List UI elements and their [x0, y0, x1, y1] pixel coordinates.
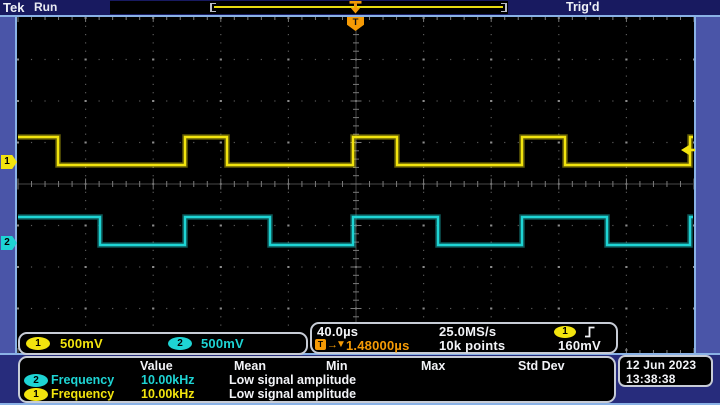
acquisition-status: Run: [34, 0, 58, 14]
measurement-value: 10.00kHz: [141, 372, 195, 387]
vertical-scale-readout[interactable]: 1 500mV 2 500mV: [18, 332, 308, 355]
channel-1-badge: 1: [26, 337, 50, 350]
channel-2-badge: 2: [24, 374, 48, 387]
record-length: 10k points: [439, 337, 506, 353]
time-value: 13:38:38: [626, 372, 676, 386]
trigger-status: Trig'd: [566, 0, 600, 14]
trigger-source-badge: 1: [554, 326, 576, 338]
channel-1-scale: 500mV: [60, 336, 103, 351]
waveform-display: [17, 17, 695, 353]
trigger-delay-icon: T: [315, 339, 326, 350]
record-bracket-right-icon: [501, 3, 507, 12]
time-per-div: 40.0µs: [317, 324, 359, 339]
datetime-readout[interactable]: 12 Jun 2023 13:38:38: [618, 355, 713, 387]
sample-rate: 25.0MS/s: [439, 324, 497, 339]
channel-2-reference-marker[interactable]: 2: [1, 236, 17, 250]
graticule-and-waveforms: [17, 17, 695, 353]
channel-2-badge: 2: [168, 337, 192, 350]
rising-edge-slope-icon: [585, 326, 595, 338]
horizontal-trigger-readout[interactable]: 40.0µs 25.0MS/s 1 T → ▼ 1.48000µs 10k po…: [310, 322, 618, 354]
trigger-level-value: 160mV: [558, 337, 601, 353]
date-value: 12 Jun 2023: [626, 358, 697, 372]
measurement-note: Low signal amplitude: [229, 386, 357, 401]
trigger-position-flag[interactable]: T: [347, 17, 364, 31]
channel-1-reference-marker[interactable]: 1: [1, 155, 17, 169]
tek-logo: Tek: [3, 0, 25, 15]
record-window-line: [214, 6, 503, 8]
display-margin-left: [0, 17, 15, 353]
measurement-header-stddev: Std Dev: [518, 359, 565, 373]
display-frame-top: [0, 15, 720, 17]
measurement-value: 10.00kHz: [141, 386, 195, 401]
trigger-arrow-down-icon: ▼: [336, 339, 346, 350]
measurement-header-value: Value: [140, 359, 173, 373]
record-bracket-left-icon: [210, 3, 216, 12]
trigger-level-arrow-icon[interactable]: [681, 144, 695, 156]
measurement-note: Low signal amplitude: [229, 372, 357, 387]
measurements-panel[interactable]: Value Mean Min Max Std Dev 2 Frequency 1…: [18, 356, 616, 403]
channel-2-scale: 500mV: [201, 336, 244, 351]
display-frame-bottom: [0, 353, 720, 355]
display-frame-right: [694, 17, 696, 353]
measurement-name: Frequency: [51, 386, 115, 401]
measurement-name: Frequency: [51, 372, 115, 387]
trigger-arrow-right-icon: →: [327, 338, 339, 351]
top-status-bar: Tek Run Trig'd: [0, 0, 720, 15]
measurement-header-max: Max: [421, 359, 446, 373]
display-margin-right: [696, 17, 720, 353]
acquisition-preview-bar[interactable]: [110, 1, 508, 14]
measurement-header-mean: Mean: [234, 359, 266, 373]
measurement-header-min: Min: [326, 359, 348, 373]
trigger-delay-value: 1.48000µs: [346, 337, 410, 353]
channel-1-badge: 1: [24, 388, 48, 401]
trigger-position-bar-icon[interactable]: [349, 1, 362, 14]
display-frame-left: [15, 17, 17, 353]
screen-bottom-edge: [0, 403, 720, 405]
